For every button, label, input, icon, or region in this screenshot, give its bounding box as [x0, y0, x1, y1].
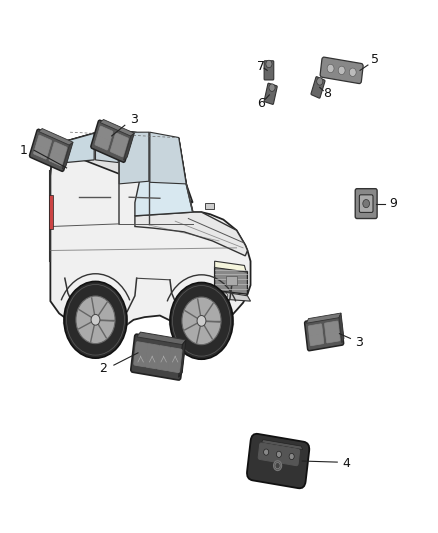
Polygon shape [100, 119, 134, 136]
Circle shape [289, 454, 294, 459]
FancyBboxPatch shape [36, 135, 52, 150]
Polygon shape [215, 261, 246, 272]
FancyBboxPatch shape [264, 61, 274, 80]
Polygon shape [135, 138, 193, 216]
FancyBboxPatch shape [309, 334, 324, 346]
Polygon shape [50, 131, 251, 332]
Circle shape [64, 281, 127, 358]
Text: 8: 8 [324, 87, 332, 100]
Text: 9: 9 [389, 197, 397, 210]
Circle shape [182, 297, 221, 345]
FancyBboxPatch shape [311, 77, 325, 98]
FancyBboxPatch shape [325, 330, 340, 343]
Polygon shape [39, 128, 73, 145]
Polygon shape [119, 132, 149, 184]
FancyBboxPatch shape [325, 321, 339, 333]
Polygon shape [137, 332, 186, 345]
Text: 3: 3 [355, 336, 363, 349]
FancyBboxPatch shape [98, 126, 113, 141]
Circle shape [269, 84, 275, 91]
Circle shape [170, 282, 233, 359]
Text: 7: 7 [257, 60, 265, 73]
FancyBboxPatch shape [131, 334, 184, 380]
Circle shape [276, 451, 282, 457]
FancyBboxPatch shape [359, 195, 373, 212]
Polygon shape [135, 212, 247, 256]
Text: 5: 5 [371, 53, 379, 66]
FancyBboxPatch shape [113, 133, 128, 148]
Polygon shape [150, 132, 186, 184]
FancyBboxPatch shape [95, 135, 110, 150]
FancyBboxPatch shape [258, 443, 300, 466]
FancyBboxPatch shape [156, 345, 171, 370]
FancyBboxPatch shape [355, 189, 377, 219]
FancyBboxPatch shape [134, 342, 148, 367]
Ellipse shape [219, 293, 228, 299]
FancyBboxPatch shape [52, 142, 67, 157]
FancyBboxPatch shape [49, 151, 64, 166]
Polygon shape [62, 142, 73, 169]
FancyBboxPatch shape [34, 144, 49, 159]
Polygon shape [52, 131, 193, 203]
Text: 3: 3 [130, 114, 138, 126]
FancyBboxPatch shape [304, 316, 344, 351]
FancyBboxPatch shape [320, 57, 363, 84]
Circle shape [197, 316, 206, 326]
Circle shape [327, 64, 334, 72]
FancyBboxPatch shape [29, 129, 71, 172]
Circle shape [266, 60, 272, 68]
Circle shape [317, 78, 323, 85]
Polygon shape [124, 133, 134, 160]
Circle shape [76, 296, 115, 344]
FancyBboxPatch shape [168, 348, 182, 373]
Polygon shape [95, 132, 118, 163]
Ellipse shape [168, 318, 235, 330]
FancyBboxPatch shape [264, 83, 277, 104]
FancyBboxPatch shape [247, 434, 309, 488]
Polygon shape [66, 133, 94, 163]
FancyBboxPatch shape [91, 120, 133, 163]
Bar [226, 276, 237, 285]
Circle shape [91, 314, 100, 325]
Circle shape [338, 66, 345, 75]
Circle shape [275, 463, 280, 469]
Circle shape [349, 68, 356, 76]
Text: 1: 1 [20, 144, 28, 157]
Bar [49, 195, 53, 229]
Text: 4: 4 [342, 457, 350, 470]
Polygon shape [261, 440, 303, 450]
Text: 6: 6 [257, 97, 265, 110]
Circle shape [274, 461, 282, 471]
Ellipse shape [62, 317, 129, 329]
FancyBboxPatch shape [145, 344, 159, 369]
Polygon shape [339, 313, 344, 343]
Polygon shape [179, 340, 186, 377]
Polygon shape [205, 203, 214, 209]
Polygon shape [307, 313, 341, 323]
Text: 2: 2 [99, 362, 107, 375]
Polygon shape [215, 266, 247, 294]
Polygon shape [214, 290, 251, 301]
Circle shape [264, 449, 268, 455]
FancyBboxPatch shape [308, 324, 323, 336]
Circle shape [363, 199, 370, 208]
FancyBboxPatch shape [110, 142, 126, 157]
